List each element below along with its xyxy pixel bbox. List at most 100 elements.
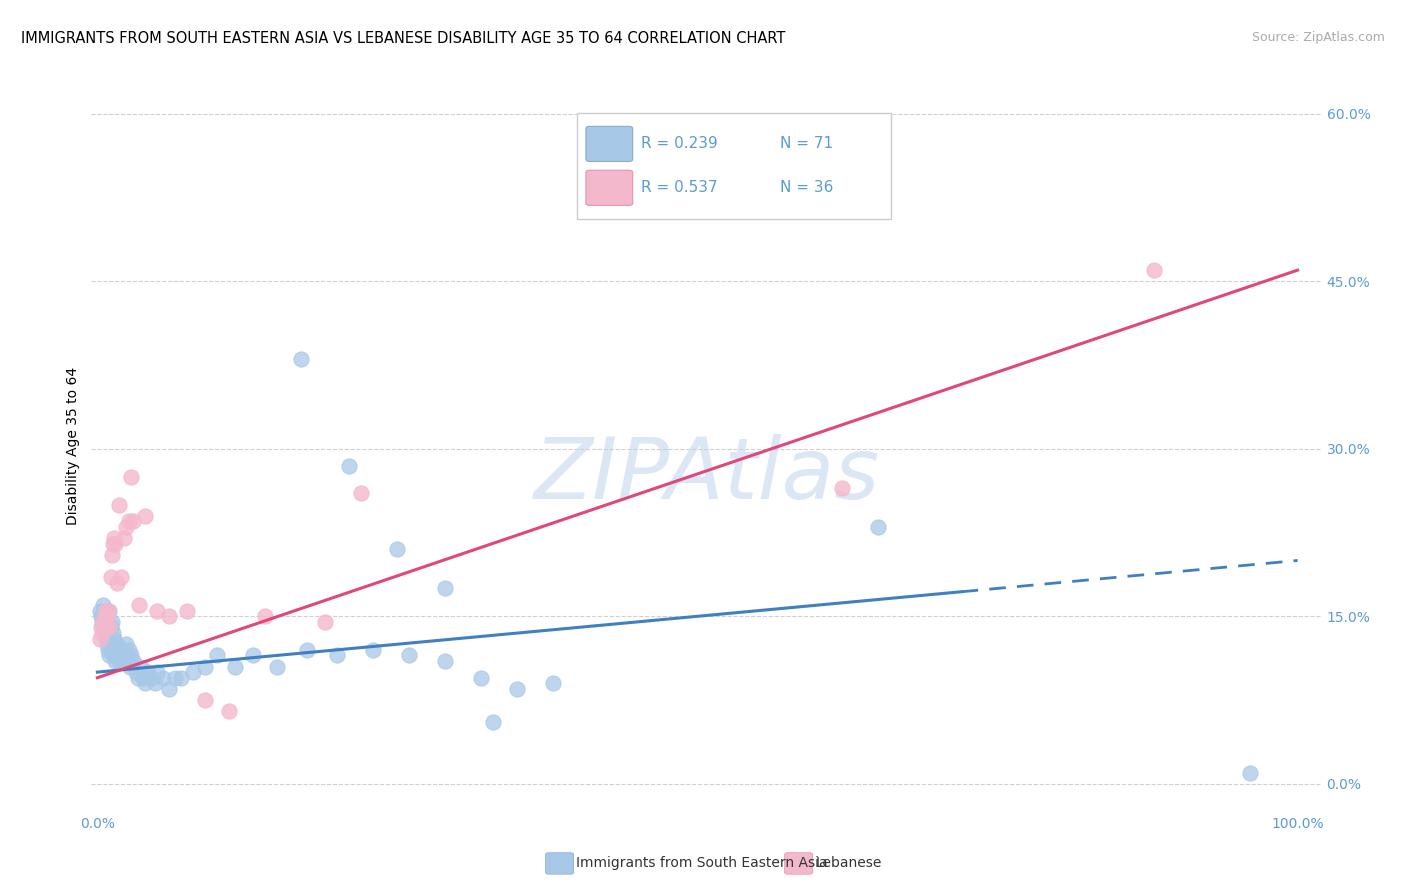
- Point: [194, 659, 217, 673]
- Point: [112, 531, 135, 545]
- Point: [108, 654, 131, 668]
- Point: [122, 515, 145, 529]
- Text: Immigrants from South Eastern Asia: Immigrants from South Eastern Asia: [576, 856, 828, 871]
- Point: [103, 632, 125, 646]
- Point: [363, 642, 385, 657]
- Point: [129, 659, 152, 673]
- Point: [115, 637, 138, 651]
- Text: N = 71: N = 71: [780, 136, 834, 152]
- Point: [1142, 263, 1164, 277]
- Point: [470, 671, 492, 685]
- Point: [314, 615, 336, 629]
- Point: [94, 632, 117, 646]
- Point: [194, 693, 217, 707]
- Point: [97, 604, 120, 618]
- Point: [101, 615, 124, 629]
- Point: [141, 671, 163, 685]
- Point: [93, 615, 115, 629]
- Point: [97, 642, 120, 657]
- Text: Source: ZipAtlas.com: Source: ZipAtlas.com: [1251, 31, 1385, 45]
- Point: [108, 642, 131, 657]
- Point: [146, 665, 169, 680]
- Point: [91, 615, 114, 629]
- Point: [93, 626, 115, 640]
- Point: [157, 681, 180, 696]
- Point: [387, 542, 409, 557]
- Point: [94, 604, 117, 618]
- Point: [134, 508, 156, 523]
- Point: [93, 620, 115, 634]
- Point: [117, 515, 139, 529]
- Point: [93, 615, 115, 629]
- Point: [103, 531, 125, 545]
- Y-axis label: Disability Age 35 to 64: Disability Age 35 to 64: [66, 367, 80, 525]
- Point: [93, 609, 115, 624]
- Point: [105, 642, 128, 657]
- Point: [114, 648, 136, 663]
- Point: [266, 659, 288, 673]
- Point: [117, 654, 139, 668]
- Point: [218, 704, 240, 718]
- Text: IMMIGRANTS FROM SOUTH EASTERN ASIA VS LEBANESE DISABILITY AGE 35 TO 64 CORRELATI: IMMIGRANTS FROM SOUTH EASTERN ASIA VS LE…: [21, 31, 786, 46]
- Point: [89, 632, 111, 646]
- Point: [120, 469, 142, 483]
- Point: [120, 648, 142, 663]
- Point: [170, 671, 193, 685]
- Point: [176, 604, 198, 618]
- Point: [93, 609, 115, 624]
- Point: [127, 671, 149, 685]
- Point: [242, 648, 264, 663]
- Text: R = 0.239: R = 0.239: [641, 136, 718, 152]
- Point: [96, 637, 118, 651]
- Point: [100, 620, 122, 634]
- Point: [118, 659, 141, 673]
- Point: [93, 598, 115, 612]
- Point: [1239, 765, 1261, 780]
- Point: [112, 642, 135, 657]
- FancyBboxPatch shape: [586, 170, 633, 205]
- Point: [105, 575, 128, 590]
- Point: [326, 648, 349, 663]
- Text: Lebanese: Lebanese: [815, 856, 882, 871]
- Point: [866, 520, 889, 534]
- Point: [107, 648, 129, 663]
- Point: [101, 537, 124, 551]
- Point: [143, 676, 166, 690]
- Point: [90, 620, 112, 634]
- Point: [125, 665, 148, 680]
- Point: [98, 604, 121, 618]
- Point: [110, 570, 132, 584]
- Point: [136, 665, 159, 680]
- Point: [104, 654, 127, 668]
- Point: [434, 582, 457, 596]
- Point: [398, 648, 420, 663]
- Text: N = 36: N = 36: [780, 180, 834, 195]
- Point: [89, 604, 111, 618]
- Point: [128, 598, 150, 612]
- Point: [831, 481, 853, 495]
- Point: [290, 352, 312, 367]
- Point: [132, 671, 155, 685]
- Point: [224, 659, 246, 673]
- Point: [115, 520, 138, 534]
- Point: [122, 654, 145, 668]
- Point: [94, 615, 117, 629]
- Point: [152, 671, 174, 685]
- FancyBboxPatch shape: [578, 113, 891, 219]
- Point: [146, 604, 169, 618]
- Point: [94, 620, 117, 634]
- Point: [297, 642, 319, 657]
- Point: [100, 570, 122, 584]
- Point: [96, 609, 118, 624]
- Point: [101, 642, 124, 657]
- Point: [108, 498, 131, 512]
- Point: [183, 665, 205, 680]
- Point: [157, 609, 180, 624]
- Point: [105, 637, 128, 651]
- Point: [134, 676, 156, 690]
- Text: R = 0.537: R = 0.537: [641, 180, 718, 195]
- Point: [482, 715, 505, 730]
- Point: [110, 648, 132, 663]
- Point: [350, 486, 373, 500]
- Point: [117, 642, 139, 657]
